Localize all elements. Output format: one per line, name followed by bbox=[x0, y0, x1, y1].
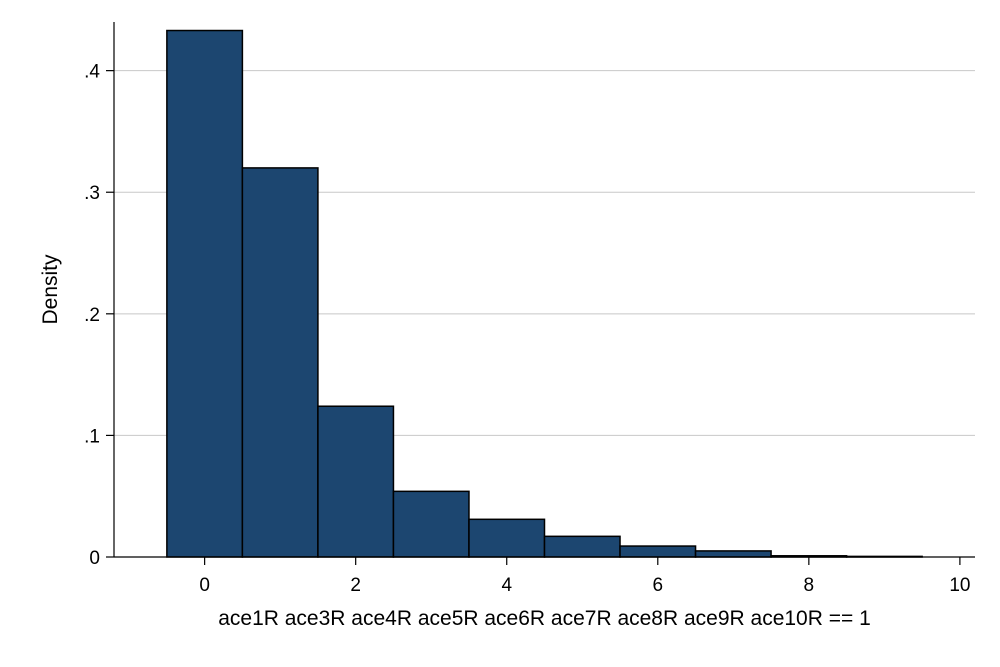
histogram-bars bbox=[166, 29, 923, 558]
y-tick-label: .4 bbox=[84, 62, 100, 83]
axes bbox=[106, 22, 975, 565]
bar-2 bbox=[317, 405, 395, 558]
y-axis-title: Density bbox=[39, 254, 62, 325]
y-tick-label: .2 bbox=[84, 305, 100, 326]
x-tick-label: 8 bbox=[804, 575, 815, 596]
x-tick-label: 4 bbox=[501, 575, 512, 596]
y-tick-label: .3 bbox=[84, 183, 100, 204]
x-tick-label: 6 bbox=[653, 575, 664, 596]
x-tick-label: 0 bbox=[199, 575, 210, 596]
bar-5 bbox=[543, 535, 621, 558]
y-tick-label: .1 bbox=[84, 426, 100, 447]
bar-0 bbox=[166, 29, 244, 558]
x-axis-title: ace1R ace3R ace4R ace5R ace6R ace7R ace8… bbox=[218, 607, 871, 630]
x-tick-label: 10 bbox=[949, 575, 970, 596]
bar-1 bbox=[241, 167, 319, 558]
tick-labels: 0 .1 .2 .3 .4 0 2 4 6 8 10 bbox=[84, 62, 970, 596]
bar-6 bbox=[619, 545, 697, 558]
bar-7 bbox=[694, 550, 772, 558]
y-tick-label: 0 bbox=[89, 548, 100, 569]
bar-4 bbox=[468, 518, 546, 558]
x-tick-label: 2 bbox=[350, 575, 361, 596]
bar-3 bbox=[392, 490, 470, 558]
